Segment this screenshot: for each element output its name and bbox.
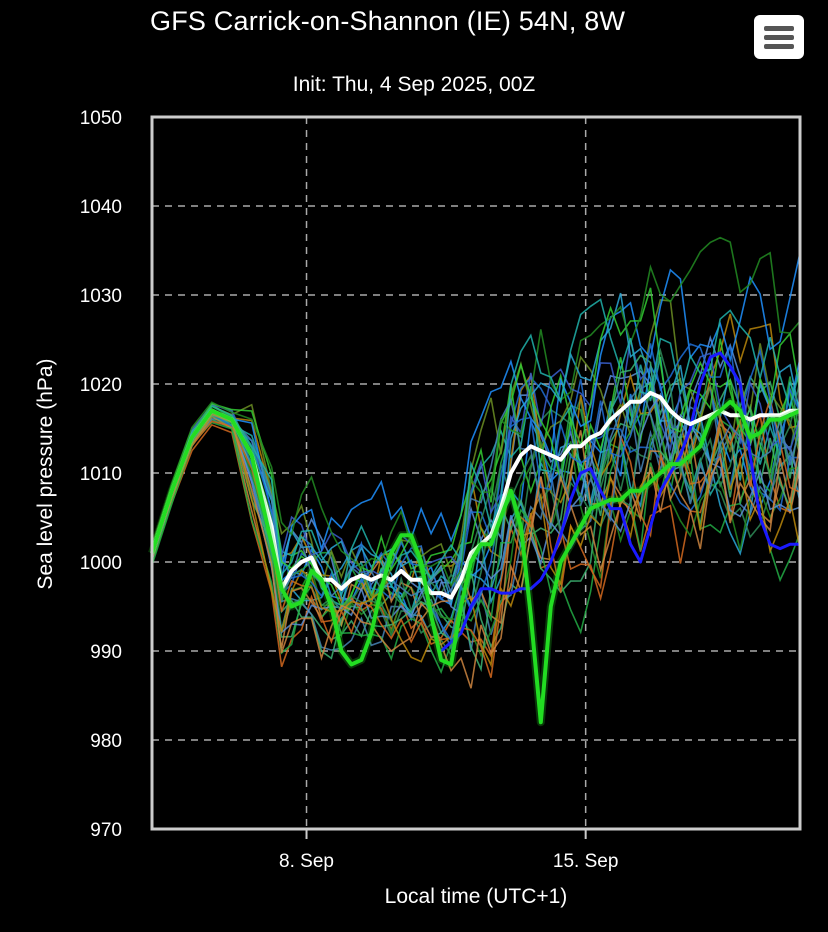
ensemble-member-line	[151, 298, 801, 599]
ensemble-member-line	[151, 382, 801, 598]
hamburger-menu-icon[interactable]	[754, 15, 804, 59]
plot-border	[150, 115, 802, 831]
ensemble-member-line	[151, 415, 801, 649]
y-tick-label: 1020	[80, 375, 122, 396]
x-tick-label: 15. Sep	[553, 851, 619, 872]
ensemble-member-line	[151, 414, 801, 668]
ensemble-member-line	[151, 287, 801, 609]
x-axis-label: Local time (UTC+1)	[385, 885, 568, 908]
control-series-line	[150, 399, 801, 725]
y-tick-labels: 970 980 990 1000 1010 1020 1030 1040 1050	[80, 108, 122, 841]
highlighted-series	[148, 351, 802, 727]
y-tick-label: 990	[90, 642, 122, 663]
ensemble-members	[151, 236, 801, 689]
operational-series-line	[440, 351, 800, 653]
y-tick-label: 970	[90, 820, 122, 841]
ensemble-member-line	[151, 252, 801, 580]
y-axis-label: Sea level pressure (hPa)	[34, 358, 57, 589]
y-tick-label: 1030	[80, 286, 122, 307]
ensemble-member-line	[151, 236, 801, 588]
x-tick-label: 8. Sep	[279, 851, 334, 872]
mean-series-line	[150, 390, 800, 600]
chart-subtitle: Init: Thu, 4 Sep 2025, 00Z	[292, 73, 536, 96]
y-tick-label: 1000	[80, 553, 122, 574]
page-title: GFS Carrick-on-Shannon (IE) 54N, 8W	[150, 6, 626, 36]
ensemble-member-line	[151, 339, 801, 577]
y-tick-label: 1010	[80, 464, 122, 485]
y-tick-label: 1050	[80, 108, 122, 129]
ensemble-member-line	[151, 413, 801, 689]
ensemble-member-line	[151, 354, 801, 673]
y-tick-label: 980	[90, 731, 122, 752]
x-tick-labels: 8. Sep 15. Sep	[279, 851, 618, 872]
y-tick-label: 1040	[80, 197, 122, 218]
